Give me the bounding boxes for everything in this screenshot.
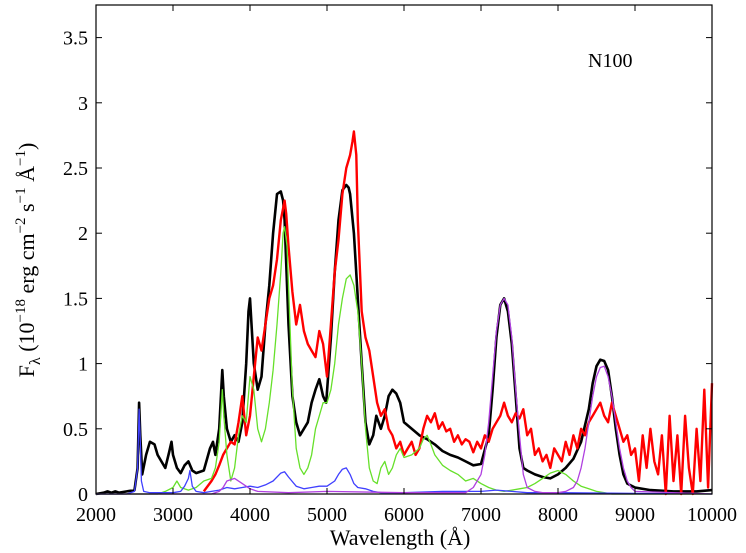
axis-ticks: 2000 3000 4000 5000 6000 7000 8000 9000 10000 0 0.… [63, 5, 737, 526]
annotation-label: N100 [588, 50, 632, 72]
y-tick-label: 3.5 [63, 28, 88, 50]
x-tick-label: 4000 [230, 504, 270, 526]
y-axis-title-s: s [14, 203, 39, 217]
y-axis-title-exp2: −2 [13, 217, 29, 233]
x-tick-label: 7000 [461, 504, 501, 526]
x-tick-label: 5000 [307, 504, 347, 526]
y-axis-title-exp18: −18 [13, 299, 29, 322]
y-axis-title-lambda: λ [27, 357, 44, 365]
y-axis-title-f: F [14, 365, 39, 377]
x-tick-label: 2000 [76, 504, 116, 526]
x-axis-title: Wavelength (Å) [330, 525, 471, 550]
x-tick-label: 9000 [615, 504, 655, 526]
x-tick-label: 10000 [687, 504, 737, 526]
y-axis-title: Fλ (10−18 erg cm−2 s−1 Å−1) [13, 143, 44, 378]
y-axis-title-close: ) [14, 143, 39, 150]
y-axis-title-ang: Å [14, 166, 39, 188]
y-axis-title-exp1b: −1 [13, 150, 29, 166]
y-tick-label: 3 [78, 93, 88, 115]
y-axis-title-exp1a: −1 [13, 187, 29, 203]
series-line-2 [202, 130, 714, 496]
x-tick-label: 3000 [153, 504, 193, 526]
x-tick-label: 6000 [384, 504, 424, 526]
plot-lines [95, 130, 714, 496]
y-tick-label: 2.5 [63, 158, 88, 180]
y-tick-label: 1 [78, 354, 88, 376]
y-tick-label: 0 [78, 484, 88, 506]
series-line-3 [96, 226, 712, 495]
series-line-5 [96, 297, 713, 495]
y-axis-title-erg: erg cm [14, 233, 39, 299]
y-tick-label: 2 [78, 223, 88, 245]
y-tick-label: 1.5 [63, 288, 88, 310]
y-tick-label: 0.5 [63, 419, 88, 441]
y-axis-title-open: (10 [14, 322, 39, 357]
x-tick-label: 8000 [538, 504, 578, 526]
